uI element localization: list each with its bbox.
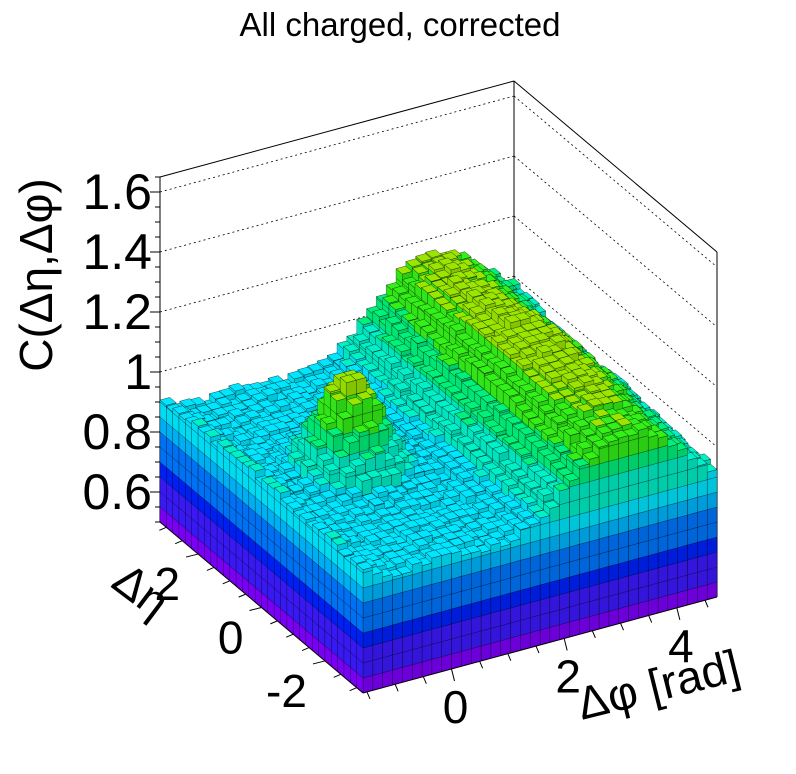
bars [159,249,718,694]
z-axis-label: C(Δη,Δφ) [10,178,62,372]
z-tick-label: 1.2 [82,284,152,340]
bar [356,561,374,694]
z-tick-label: 1.4 [82,224,152,280]
z-axis: 0.60.811.21.41.6 [82,164,160,523]
z-tick-label: 0.8 [82,404,152,460]
x-tick-label: 0 [443,681,469,733]
z-tick-label: 1.6 [82,164,152,220]
chart-title: All charged, corrected [240,6,561,43]
y-tick-label: 0 [218,612,244,664]
z-tick-label: 0.6 [82,464,152,520]
x-axis-label: Δφ [rad] [572,639,745,729]
z-tick-label: 1 [124,344,152,400]
y-tick-label: -2 [266,665,307,717]
